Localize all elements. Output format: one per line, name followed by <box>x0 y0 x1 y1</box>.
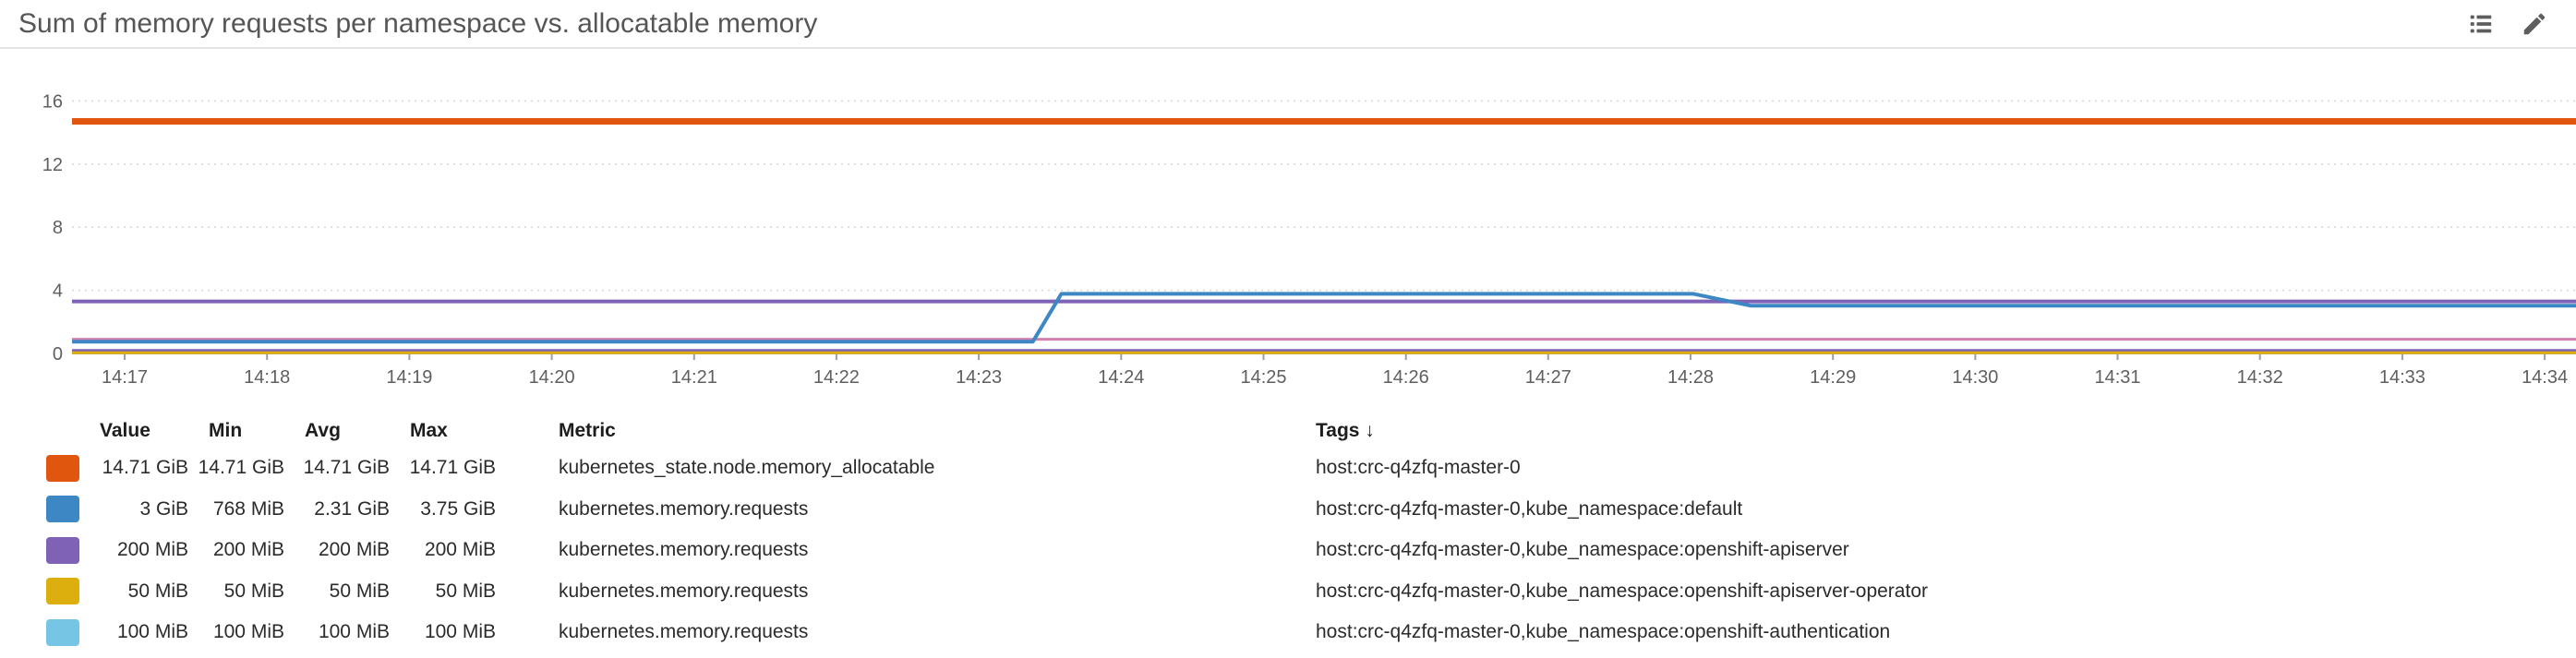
legend-row[interactable]: 3 GiB 768 MiB 2.31 GiB 3.75 GiB kubernetes.m… <box>0 489 2576 531</box>
timeseries-plot-svg[interactable]: 0 4 8 12 16 14:17 14:18 14:19 14:20 14:21 14:22 14:… <box>0 49 2576 392</box>
x-axis-tick-label: 14:29 <box>1810 367 1856 388</box>
x-axis-tick-label: 14:27 <box>1525 367 1571 388</box>
series-color-swatch[interactable] <box>46 618 79 646</box>
series-color-swatch[interactable] <box>46 578 79 605</box>
x-axis-tick-label: 14:34 <box>2522 367 2568 388</box>
timeseries-plot[interactable]: 0 4 8 12 16 14:17 14:18 14:19 14:20 14:21 14:22 14:… <box>0 49 2576 392</box>
y-axis-tick-label: 8 <box>53 218 63 238</box>
legend-value: 14.71 GiB <box>102 457 188 479</box>
legend-row[interactable]: 200 MiB 200 MiB 200 MiB 200 MiB kubernetes.m… <box>0 530 2576 571</box>
legend-list-icon[interactable] <box>2467 10 2495 38</box>
x-axis-tick-label: 14:24 <box>1098 367 1144 388</box>
x-axis-tick-label: 14:22 <box>813 367 860 388</box>
legend-value: 100 MiB <box>116 621 188 643</box>
legend-avg: 100 MiB <box>318 621 390 643</box>
legend-row[interactable]: 14.71 GiB 14.71 GiB 14.71 GiB 14.71 GiB kube… <box>0 448 2576 489</box>
x-axis-tick-label: 14:19 <box>386 367 432 388</box>
legend-header-row: Value Min Avg Max Metric Tags ↓ <box>0 414 2576 448</box>
legend-min: 14.71 GiB <box>198 457 284 479</box>
series-color-swatch[interactable] <box>46 454 79 482</box>
legend-max: 3.75 GiB <box>420 497 496 520</box>
legend-row[interactable]: 100 MiB 100 MiB 100 MiB 100 MiB kubernetes.m… <box>0 612 2576 653</box>
legend-body: 14.71 GiB 14.71 GiB 14.71 GiB 14.71 GiB kube… <box>0 448 2576 653</box>
legend-min: 50 MiB <box>223 580 284 602</box>
legend-min: 100 MiB <box>212 621 284 643</box>
legend-avg: 14.71 GiB <box>303 457 390 479</box>
legend-avg: 200 MiB <box>318 539 390 561</box>
legend-metric: kubernetes.memory.requests <box>559 580 809 602</box>
legend-max: 50 MiB <box>435 580 496 602</box>
legend-tags: host:crc-q4zfq-master-0,kube_namespace:o… <box>1316 580 1928 602</box>
x-axis-tick-label: 14:31 <box>2094 367 2140 388</box>
series-color-swatch[interactable] <box>46 536 79 564</box>
legend-value: 3 GiB <box>139 497 188 520</box>
x-axis-tick-label: 14:33 <box>2379 367 2426 388</box>
legend-metric: kubernetes.memory.requests <box>559 497 809 520</box>
legend-header-tags[interactable]: Tags ↓ <box>1316 420 1375 441</box>
chart-title: Sum of memory requests per namespace vs.… <box>18 7 818 39</box>
legend: Value Min Avg Max Metric Tags ↓ 14.71 GiB 14.7… <box>0 392 2576 653</box>
y-axis-tick-label: 12 <box>42 155 63 175</box>
series-line-default-namespace <box>72 292 2576 344</box>
legend-tags: host:crc-q4zfq-master-0 <box>1316 457 1521 479</box>
legend-header-value[interactable]: Value <box>100 420 150 441</box>
x-axis-tick-label: 14:30 <box>1952 367 1998 388</box>
y-axis-tick-label: 4 <box>53 281 63 302</box>
widget-toolbar <box>2467 10 2548 38</box>
legend-avg: 2.31 GiB <box>314 497 390 520</box>
legend-tags: host:crc-q4zfq-master-0,kube_namespace:o… <box>1316 539 1849 561</box>
y-axis-tick-label: 16 <box>42 91 63 112</box>
legend-min: 768 MiB <box>212 497 284 520</box>
x-axis-tick-label: 14:18 <box>244 367 290 388</box>
y-axis-tick-label: 0 <box>53 344 63 365</box>
legend-avg: 50 MiB <box>329 580 390 602</box>
legend-max: 14.71 GiB <box>409 457 496 479</box>
widget-header: Sum of memory requests per namespace vs.… <box>0 0 2576 49</box>
series-color-swatch[interactable] <box>46 496 79 523</box>
legend-header-metric[interactable]: Metric <box>559 420 616 441</box>
x-axis-tick-label: 14:17 <box>102 367 148 388</box>
x-axis-tick-label: 14:23 <box>956 367 1002 388</box>
x-axis-tick-label: 14:28 <box>1667 367 1714 388</box>
legend-min: 200 MiB <box>212 539 284 561</box>
x-axis-tick-label: 14:20 <box>529 367 575 388</box>
legend-metric: kubernetes.memory.requests <box>559 539 809 561</box>
legend-row[interactable]: 50 MiB 50 MiB 50 MiB 50 MiB kubernetes.memor… <box>0 571 2576 613</box>
legend-max: 200 MiB <box>424 539 496 561</box>
legend-metric: kubernetes.memory.requests <box>559 621 809 643</box>
legend-tags: host:crc-q4zfq-master-0,kube_namespace:o… <box>1316 621 1891 643</box>
legend-header-max[interactable]: Max <box>410 420 448 441</box>
x-axis-tick-label: 14:25 <box>1240 367 1286 388</box>
legend-value: 200 MiB <box>116 539 188 561</box>
legend-tags: host:crc-q4zfq-master-0,kube_namespace:d… <box>1316 497 1743 520</box>
x-axis-tick-label: 14:26 <box>1383 367 1429 388</box>
edit-pencil-icon[interactable] <box>2521 10 2548 38</box>
legend-max: 100 MiB <box>424 621 496 643</box>
legend-header-min[interactable]: Min <box>209 420 243 441</box>
legend-metric: kubernetes_state.node.memory_allocatable <box>559 457 935 479</box>
legend-header-avg[interactable]: Avg <box>305 420 341 441</box>
x-axis-tick-label: 14:32 <box>2237 367 2283 388</box>
x-axis-tick-label: 14:21 <box>671 367 717 388</box>
legend-value: 50 MiB <box>127 580 188 602</box>
